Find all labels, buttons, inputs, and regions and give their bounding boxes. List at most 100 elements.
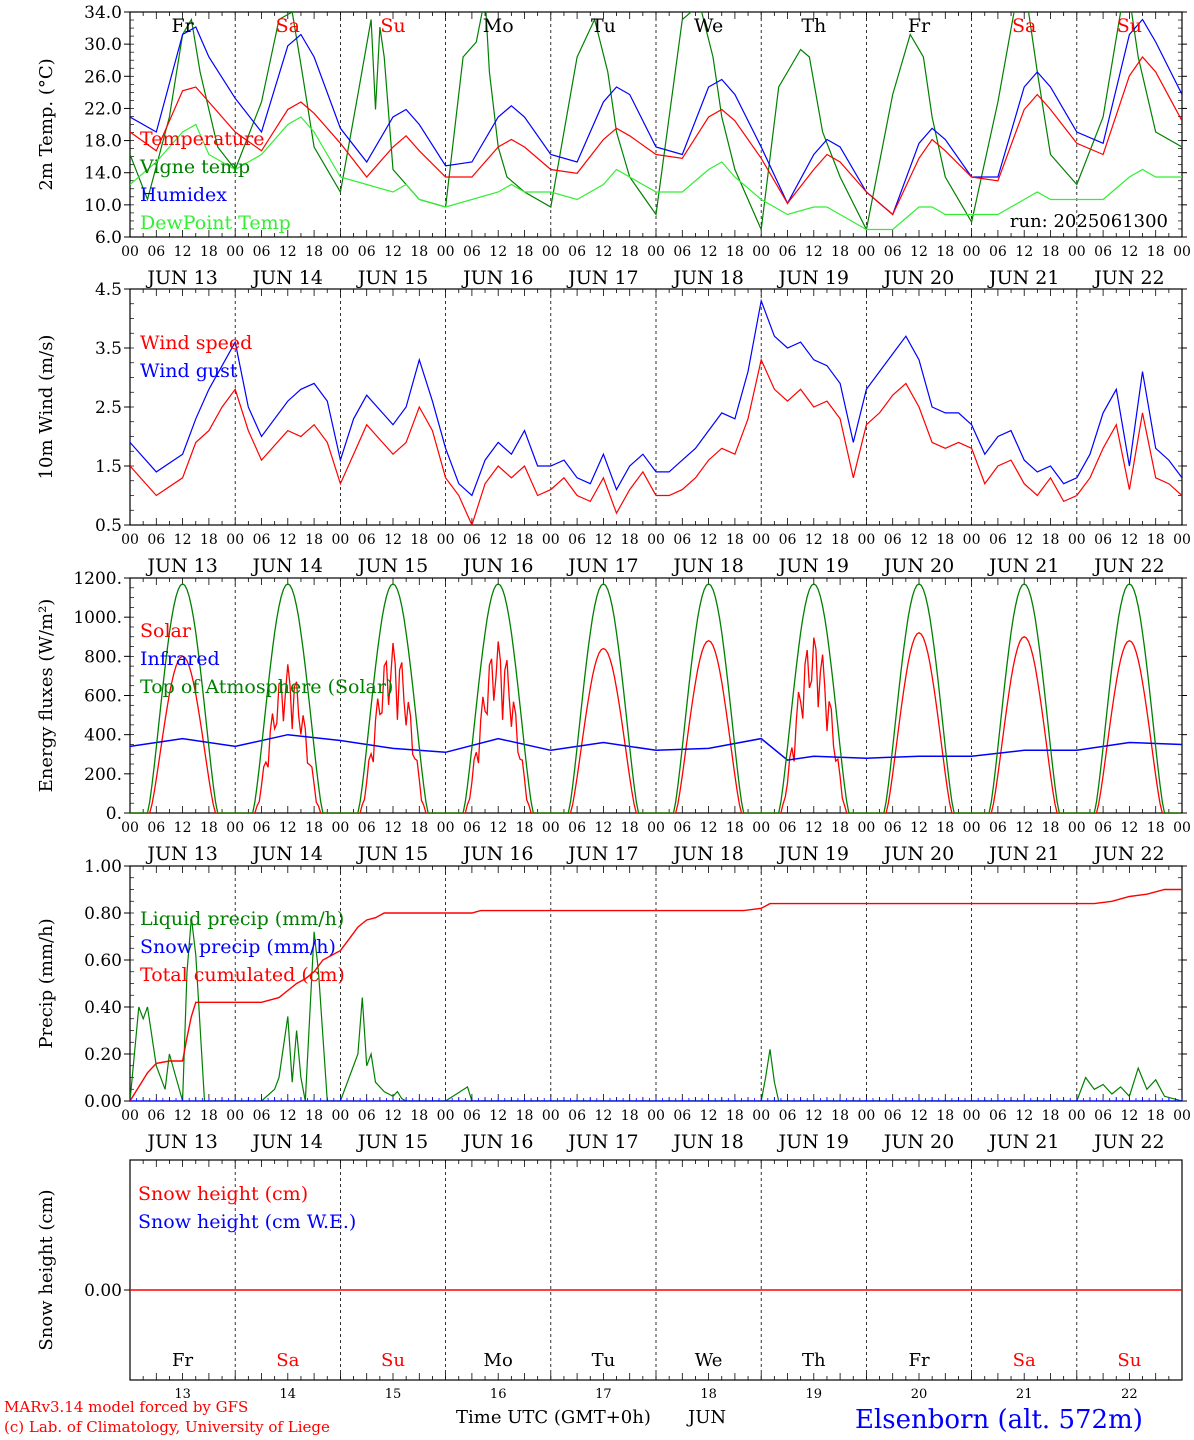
y-tick-label: 1000. <box>73 608 122 628</box>
hour-label: 06 <box>358 820 376 836</box>
hour-label: 12 <box>1015 532 1033 548</box>
legend-snow-height-cm-w-e-: Snow height (cm W.E.) <box>138 1211 356 1233</box>
day-name-top: Su <box>1117 15 1142 37</box>
hour-label: 12 <box>489 532 507 548</box>
hour-label: 00 <box>1173 532 1191 548</box>
legend-wind-gust: Wind gust <box>140 360 238 382</box>
legend-snow-precip: Snow precip (mm/h) <box>140 936 336 958</box>
hour-label: 06 <box>779 1108 797 1124</box>
y-tick-label: 34.0 <box>84 3 122 23</box>
hour-label: 06 <box>147 1108 165 1124</box>
date-label: JUN 17 <box>566 555 638 577</box>
date-label: JUN 14 <box>251 1131 323 1153</box>
date-label: JUN 19 <box>777 267 849 289</box>
hour-label: 18 <box>516 1108 534 1124</box>
date-label: JUN 21 <box>987 1131 1059 1153</box>
hour-label: 18 <box>936 244 954 260</box>
day-name-top: Su <box>380 15 405 37</box>
hour-label: 18 <box>1147 532 1165 548</box>
hour-label: 00 <box>226 244 244 260</box>
hour-label: 18 <box>410 532 428 548</box>
hour-label: 12 <box>910 244 928 260</box>
hour-label: 18 <box>621 244 639 260</box>
hour-label: 18 <box>1147 820 1165 836</box>
date-label: JUN 16 <box>461 1131 533 1153</box>
date-label: JUN 16 <box>461 555 533 577</box>
date-label: JUN 13 <box>145 555 217 577</box>
series-wind-speed <box>130 357 1182 525</box>
day-name-bottom: Fr <box>172 1350 193 1371</box>
date-label: JUN 17 <box>566 267 638 289</box>
day-number: 17 <box>595 1387 612 1402</box>
day-number: 20 <box>911 1387 928 1402</box>
hour-label: 12 <box>489 244 507 260</box>
hour-label: 06 <box>253 820 271 836</box>
date-label: JUN 22 <box>1092 267 1164 289</box>
day-name-top: Tu <box>591 15 616 37</box>
hour-label: 00 <box>542 820 560 836</box>
day-name-bottom: We <box>695 1350 723 1371</box>
date-label: JUN 18 <box>671 1131 743 1153</box>
hour-label: 18 <box>621 1108 639 1124</box>
legend-dewpoint-temp: DewPoint Temp <box>140 212 291 234</box>
hour-label: 18 <box>1042 532 1060 548</box>
hour-label: 00 <box>647 820 665 836</box>
legend-liquid-precip-mm-h-: Liquid precip (mm/h) <box>140 908 344 930</box>
hour-label: 00 <box>331 532 349 548</box>
hour-label: 18 <box>621 820 639 836</box>
legend-humidex: Humidex <box>140 184 227 206</box>
hour-label: 18 <box>200 244 218 260</box>
date-label: JUN 17 <box>566 1131 638 1153</box>
hour-label: 18 <box>726 1108 744 1124</box>
hour-label: 00 <box>437 532 455 548</box>
hour-label: 12 <box>805 244 823 260</box>
hour-label: 06 <box>147 244 165 260</box>
hour-label: 06 <box>253 244 271 260</box>
y-tick-label: 0.20 <box>84 1045 122 1065</box>
date-label: JUN 14 <box>251 843 323 865</box>
hour-label: 06 <box>358 244 376 260</box>
hour-label: 06 <box>568 244 586 260</box>
y-tick-label: 200. <box>84 765 122 785</box>
y-tick-label: 1.00 <box>84 857 122 877</box>
hour-label: 18 <box>410 244 428 260</box>
hour-label: 12 <box>1015 1108 1033 1124</box>
hour-label: 12 <box>910 1108 928 1124</box>
y-tick-label: 4.5 <box>95 280 122 300</box>
date-label: JUN 14 <box>251 555 323 577</box>
hour-label: 00 <box>1068 820 1086 836</box>
run-annotation: run: 2025061300 <box>1010 211 1168 232</box>
y-tick-label: 0. <box>106 804 122 824</box>
y-tick-label: 26.0 <box>84 67 122 87</box>
x-axis-title: Time UTC (GMT+0h) <box>456 1407 651 1428</box>
hour-label: 18 <box>516 532 534 548</box>
date-label: JUN 20 <box>882 1131 954 1153</box>
hour-label: 18 <box>726 532 744 548</box>
hour-label: 12 <box>805 820 823 836</box>
day-name-bottom: Th <box>802 1350 826 1371</box>
hour-label: 18 <box>831 244 849 260</box>
hour-label: 06 <box>568 1108 586 1124</box>
hour-label: 00 <box>1068 244 1086 260</box>
date-label: JUN 19 <box>777 843 849 865</box>
y-tick-label: 0.40 <box>84 998 122 1018</box>
date-label: JUN 20 <box>882 555 954 577</box>
date-label: JUN 18 <box>671 843 743 865</box>
hour-label: 00 <box>647 1108 665 1124</box>
hour-label: 00 <box>752 532 770 548</box>
hour-label: 00 <box>963 1108 981 1124</box>
y-axis-label: Energy fluxes (W/m²) <box>36 599 57 793</box>
hour-label: 18 <box>410 820 428 836</box>
credit-line-2: (c) Lab. of Climatology, University of L… <box>4 1418 330 1436</box>
y-tick-label: 600. <box>84 687 122 707</box>
hour-label: 12 <box>489 1108 507 1124</box>
hour-label: 18 <box>726 244 744 260</box>
day-name-top: Mo <box>483 15 514 37</box>
series-solar <box>130 632 1180 813</box>
panel-4: 0.00 0.20 0.40 0.60 0.80 1.00 Precip (mm/h) 00 0… <box>36 857 1191 1153</box>
legend-solar: Solar <box>140 620 192 642</box>
hour-label: 06 <box>779 244 797 260</box>
hour-label: 06 <box>884 1108 902 1124</box>
hour-label: 00 <box>857 820 875 836</box>
date-label: JUN 15 <box>356 555 428 577</box>
